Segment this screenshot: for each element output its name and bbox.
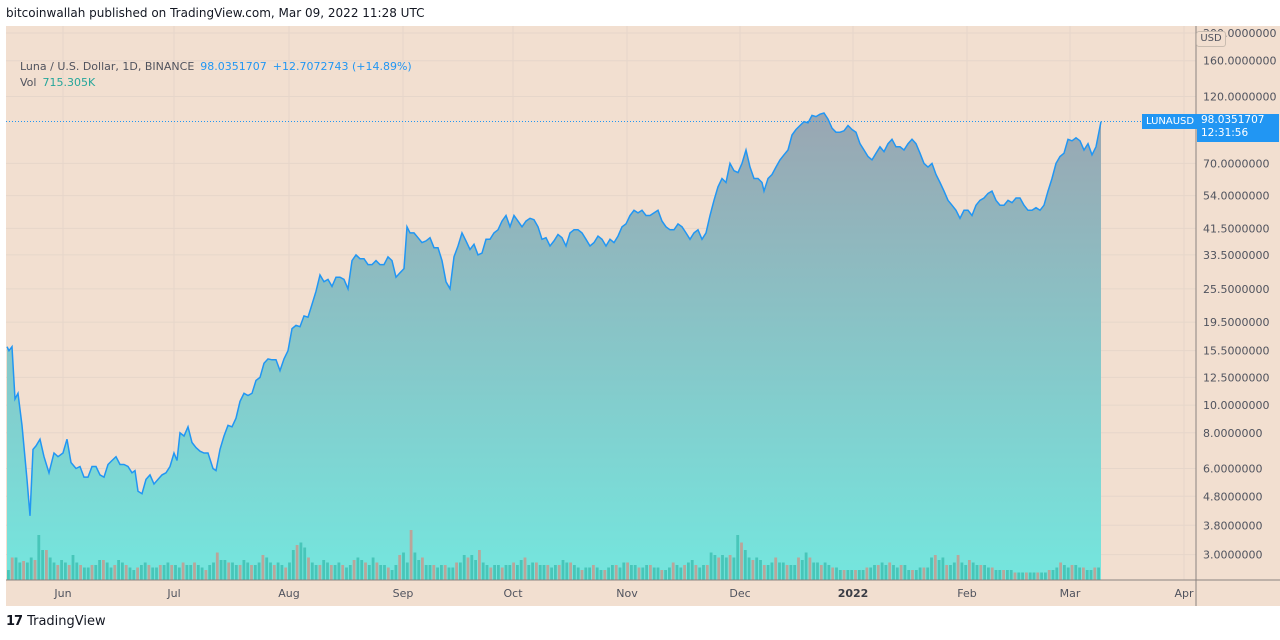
legend-price: 98.0351707 [200, 60, 267, 73]
price-tick-label: 8.0000000 [1203, 427, 1263, 440]
footer-brand[interactable]: 17 TradingView [6, 614, 106, 629]
price-area [7, 113, 1101, 580]
last-price-tag: 98.0351707 12:31:56 [1197, 114, 1279, 142]
legend-volume-row: Vol 715.305K [20, 75, 412, 91]
tradingview-logo-icon: 17 [6, 614, 23, 629]
price-tick-label: 33.5000000 [1203, 249, 1269, 262]
price-tick-label: 6.0000000 [1203, 463, 1263, 476]
time-tick-label: Sep [393, 587, 414, 600]
bar-countdown: 12:31:56 [1201, 127, 1249, 139]
chart-legend: Luna / U.S. Dollar, 1D, BINANCE 98.035170… [20, 59, 412, 91]
brand-name: TradingView [27, 614, 106, 629]
time-tick-label: Nov [616, 587, 638, 600]
publisher-line: bitcoinwallah published on TradingView.c… [6, 6, 425, 20]
time-tick-label: Aug [278, 587, 299, 600]
price-tick-label: 160.0000000 [1203, 55, 1276, 68]
legend-vol-label: Vol [20, 76, 37, 89]
price-tick-label: 25.5000000 [1203, 283, 1269, 296]
price-chart[interactable]: 200.0000000160.0000000120.000000070.0000… [0, 0, 1280, 606]
time-tick-label: Apr [1174, 587, 1194, 600]
price-tick-label: 70.0000000 [1203, 157, 1269, 170]
price-tick-label: 3.0000000 [1203, 549, 1263, 562]
last-price-value: 98.0351707 [1201, 114, 1265, 126]
legend-vol-value: 715.305K [42, 76, 96, 89]
price-axis[interactable]: 200.0000000160.0000000120.000000070.0000… [1203, 27, 1276, 562]
price-tick-label: 10.0000000 [1203, 399, 1269, 412]
time-tick-label: Jun [53, 587, 71, 600]
time-axis[interactable]: Jun Jul Aug Sep Oct Nov Dec 2022 Feb Mar Apr [53, 587, 1194, 600]
price-tick-label: 120.0000000 [1203, 90, 1276, 103]
volume-bars [7, 530, 1100, 580]
time-tick-label: Dec [729, 587, 750, 600]
price-tick-label: 41.5000000 [1203, 222, 1269, 235]
price-tick-label: 3.8000000 [1203, 519, 1263, 532]
price-tick-label: 15.5000000 [1203, 345, 1269, 358]
price-line [6, 112, 1102, 516]
legend-symbol-row: Luna / U.S. Dollar, 1D, BINANCE 98.035170… [20, 59, 412, 75]
price-tick-label: 19.5000000 [1203, 316, 1269, 329]
legend-change: +12.7072743 (+14.89%) [272, 60, 412, 73]
symbol-tag: LUNAUSD [1142, 114, 1199, 129]
time-tick-label: Jul [166, 587, 180, 600]
time-tick-label: Feb [957, 587, 976, 600]
time-tick-label: Mar [1060, 587, 1081, 600]
time-tick-label: 2022 [838, 587, 869, 600]
legend-title: Luna / U.S. Dollar, 1D, BINANCE [20, 60, 195, 73]
price-tick-label: 12.5000000 [1203, 371, 1269, 384]
time-tick-label: Oct [503, 587, 523, 600]
price-tick-label: 54.0000000 [1203, 190, 1269, 203]
currency-badge[interactable]: USD [1196, 31, 1226, 47]
price-tick-label: 4.8000000 [1203, 490, 1263, 503]
